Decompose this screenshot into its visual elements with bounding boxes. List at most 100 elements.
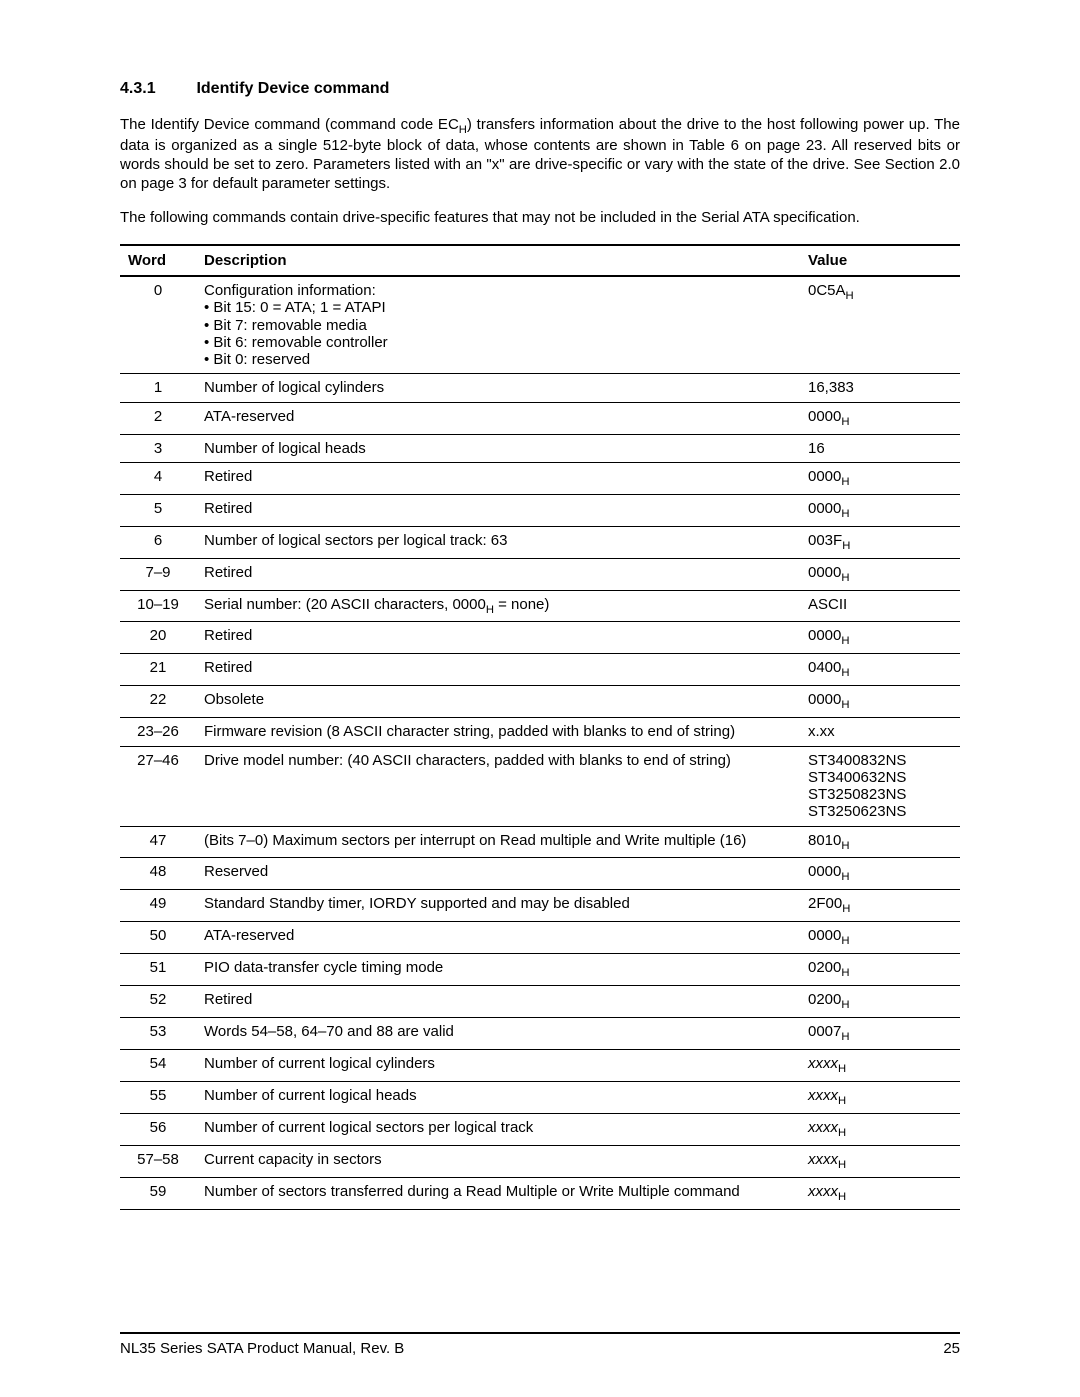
value-hex: 8010 [808,832,841,849]
cell-word: 23–26 [120,718,196,746]
cell-word: 22 [120,686,196,718]
paragraph-1: The Identify Device command (command cod… [120,116,960,193]
cell-word: 57–58 [120,1145,196,1177]
cell-value: 0000H [800,858,960,890]
cell-word: 49 [120,890,196,922]
cell-value: 0C5AH [800,276,960,374]
hex-subscript: H [486,604,494,616]
hex-subscript: H [841,476,849,488]
cell-value: 16 [800,434,960,462]
hex-subscript: H [841,508,849,520]
table-row: 47 (Bits 7–0) Maximum sectors per interr… [120,826,960,858]
cell-word: 5 [120,494,196,526]
desc-line: • Bit 7: removable media [204,317,792,334]
table-row: 56 Number of current logical sectors per… [120,1113,960,1145]
page: 4.3.1 Identify Device command The Identi… [0,0,1080,1397]
cell-word: 56 [120,1113,196,1145]
value-xxxx: xxxx [808,1087,838,1104]
cell-word: 51 [120,954,196,986]
cell-word: 0 [120,276,196,374]
cell-word: 10–19 [120,590,196,622]
table-row: 22 Obsolete 0000H [120,686,960,718]
cell-value: 003FH [800,526,960,558]
value-hex: 0000 [808,564,841,581]
section-title: Identify Device command [196,80,389,97]
cell-value: xxxxH [800,1113,960,1145]
table-row: 50 ATA-reserved 0000H [120,922,960,954]
cell-word: 20 [120,622,196,654]
cell-value: 0007H [800,1018,960,1050]
table-header-row: Word Description Value [120,245,960,276]
cell-value: ST3400832NS ST3400632NS ST3250823NS ST32… [800,746,960,826]
hex-subscript: H [841,572,849,584]
cell-word: 4 [120,462,196,494]
cell-word: 53 [120,1018,196,1050]
value-xxxx: xxxx [808,1055,838,1072]
cell-value: 0400H [800,654,960,686]
cell-desc: Words 54–58, 64–70 and 88 are valid [196,1018,800,1050]
table-row: 5 Retired 0000H [120,494,960,526]
table-row: 1 Number of logical cylinders 16,383 [120,374,960,402]
cell-value: xxxxH [800,1082,960,1114]
cell-desc: Retired [196,494,800,526]
cell-value: xxxxH [800,1050,960,1082]
table-row: 10–19 Serial number: (20 ASCII character… [120,590,960,622]
value-hex: 0000 [808,627,841,644]
hex-subscript: H [459,124,467,136]
cell-desc: Number of logical heads [196,434,800,462]
value-hex: 0400 [808,659,841,676]
cell-word: 6 [120,526,196,558]
hex-subscript: H [841,416,849,428]
hex-subscript: H [838,1063,846,1075]
desc-pre: Serial number: (20 ASCII characters, 000… [204,596,486,613]
cell-value: x.xx [800,718,960,746]
section-number: 4.3.1 [120,80,192,98]
value-hex: 0000 [808,863,841,880]
cell-word: 54 [120,1050,196,1082]
hex-subscript: H [841,1031,849,1043]
cell-word: 1 [120,374,196,402]
cell-word: 59 [120,1177,196,1209]
cell-desc: Number of logical cylinders [196,374,800,402]
cell-desc: Current capacity in sectors [196,1145,800,1177]
cell-value: 2F00H [800,890,960,922]
cell-value: 0000H [800,402,960,434]
table-row: 2 ATA-reserved 0000H [120,402,960,434]
desc-line: • Bit 6: removable controller [204,334,792,351]
value-hex: 0200 [808,991,841,1008]
table-row: 7–9 Retired 0000H [120,558,960,590]
hex-subscript: H [838,1095,846,1107]
table-row: 51 PIO data-transfer cycle timing mode 0… [120,954,960,986]
hex-subscript: H [838,1191,846,1203]
value-hex: 003F [808,532,842,549]
cell-desc: Serial number: (20 ASCII characters, 000… [196,590,800,622]
value-line: ST3250623NS [808,803,952,820]
footer-right: 25 [943,1340,960,1357]
cell-desc: Retired [196,462,800,494]
page-footer: NL35 Series SATA Product Manual, Rev. B … [120,1332,960,1357]
cell-word: 7–9 [120,558,196,590]
cell-value: xxxxH [800,1177,960,1209]
identify-device-table: Word Description Value 0 Configuration i… [120,244,960,1210]
cell-desc: Number of sectors transferred during a R… [196,1177,800,1209]
hex-subscript: H [838,1127,846,1139]
paragraph-2: The following commands contain drive-spe… [120,209,960,228]
cell-desc: Number of logical sectors per logical tr… [196,526,800,558]
value-hex: 0000 [808,468,841,485]
value-xxxx: xxxx [808,1119,838,1136]
value-hex: 0000 [808,691,841,708]
value-hex: 0000 [808,927,841,944]
cell-word: 21 [120,654,196,686]
hex-subscript: H [846,290,854,302]
value-hex: 0000 [808,500,841,517]
cell-value: 0000H [800,494,960,526]
value-xxxx: xxxx [808,1183,838,1200]
cell-desc: Reserved [196,858,800,890]
value-hex: 2F00 [808,895,842,912]
table-row: 20 Retired 0000H [120,622,960,654]
table-row: 48 Reserved 0000H [120,858,960,890]
cell-value: 0000H [800,622,960,654]
cell-value: xxxxH [800,1145,960,1177]
value-line: ST3400632NS [808,769,952,786]
cell-word: 52 [120,986,196,1018]
